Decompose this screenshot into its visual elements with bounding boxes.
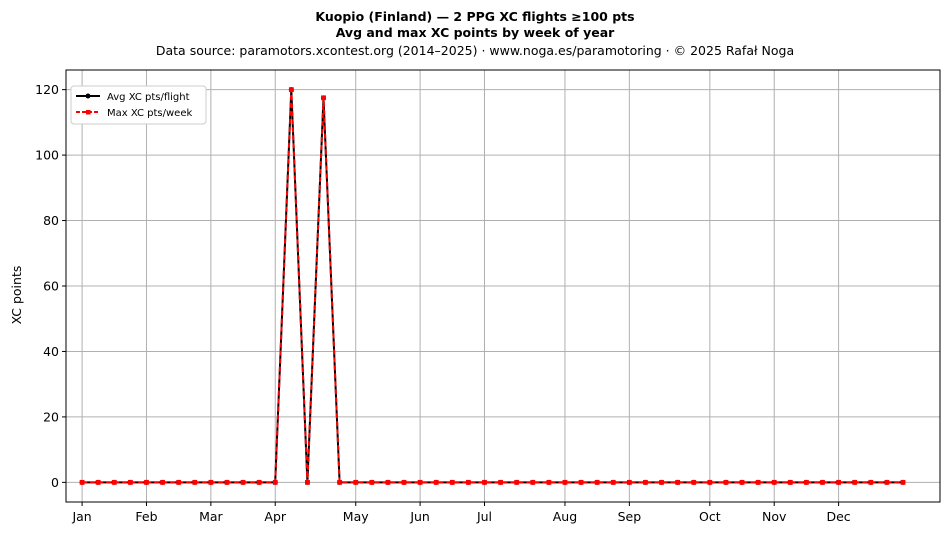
series-1-point (675, 479, 681, 485)
y-axis-label: XC points (9, 266, 24, 325)
x-tick-label-sep: Sep (618, 509, 642, 524)
series-1-point (385, 479, 391, 485)
chart-subtitle: Data source: paramotors.xcontest.org (20… (156, 43, 794, 58)
y-tick-label: 20 (43, 409, 59, 424)
series-1-point (643, 479, 648, 485)
series-1-point (900, 479, 906, 485)
x-tick-label-nov: Nov (762, 509, 787, 524)
series-1-point (224, 479, 230, 485)
series-1-point (755, 479, 761, 485)
series-1-point (562, 479, 568, 485)
series-1-point (401, 479, 407, 485)
x-tick-label-apr: Apr (264, 509, 286, 524)
series-1-point (514, 479, 520, 485)
chart-title-line1: Kuopio (Finland) — 2 PPG XC flights ≥100… (315, 9, 634, 24)
y-tick-label: 0 (51, 475, 59, 490)
series-1-point (836, 479, 841, 485)
legend-avg-marker-icon (85, 93, 91, 99)
series-1-point (208, 479, 214, 485)
series-1-point (321, 95, 326, 101)
x-tick-label-may: May (343, 509, 369, 524)
series-1-point (482, 479, 487, 485)
legend-box (70, 85, 207, 125)
series-1-point (884, 479, 890, 485)
series-1-point (691, 479, 697, 485)
series-1-point (868, 479, 874, 485)
series-1-point (804, 479, 809, 485)
series-1-point (417, 479, 423, 485)
x-tick-label-aug: Aug (553, 509, 577, 524)
legend: Avg XC pts/flight Max XC pts/week (70, 85, 207, 125)
y-tick-label: 40 (43, 344, 59, 359)
series-1-point (240, 479, 246, 485)
series-1-point (79, 479, 85, 485)
series-1-point (337, 479, 343, 485)
y-tick-label: 100 (35, 148, 59, 163)
series-1-point (192, 479, 198, 485)
series-1-point (707, 479, 713, 485)
x-tick-label-dec: Dec (826, 509, 850, 524)
series-1-point (610, 479, 616, 485)
series-1-point (578, 479, 584, 485)
series-1-point (369, 479, 375, 485)
series-1-point (353, 479, 359, 485)
x-tick-label-mar: Mar (199, 509, 223, 524)
series-1-point (626, 479, 632, 485)
series-1-point (144, 479, 149, 485)
series-1-point (176, 479, 182, 485)
series-1-point (288, 87, 294, 93)
x-tick-label-jun: Jun (409, 509, 430, 524)
series-1-point (546, 479, 552, 485)
series-1-point (127, 479, 133, 485)
series-1-point (160, 479, 165, 485)
series-layer (79, 87, 906, 485)
series-1-point (95, 479, 101, 485)
legend-avg-label: Avg XC pts/flight (107, 92, 190, 103)
chart-title-line2: Avg and max XC points by week of year (336, 25, 615, 40)
x-tick-label-feb: Feb (135, 509, 157, 524)
series-1-point (771, 479, 777, 485)
series-1-point (787, 479, 793, 485)
series-1-point (498, 479, 503, 485)
series-1-point (530, 479, 536, 485)
series-1-point (594, 479, 600, 485)
series-1-point (256, 479, 262, 485)
series-1-point (305, 479, 310, 485)
series-1-point (659, 479, 664, 485)
legend-max-marker-icon (86, 110, 91, 115)
legend-max-label: Max XC pts/week (107, 108, 192, 119)
legend-item-max: Max XC pts/week (76, 108, 192, 119)
series-line-1 (82, 89, 903, 484)
y-tick-label: 60 (43, 279, 59, 294)
axis-layer: 0 20 40 60 80 100 120 Jan Feb Mar Apr May Jun Jul Aug S… (35, 82, 851, 524)
y-tick-label: 120 (35, 82, 59, 97)
x-tick-label-jan: Jan (71, 509, 91, 524)
x-tick-label-jul: Jul (476, 509, 492, 524)
series-1-point (465, 479, 471, 485)
series-1-point (820, 479, 825, 485)
legend-item-avg: Avg XC pts/flight (76, 92, 190, 103)
series-1-point (272, 479, 278, 485)
series-1-point (723, 479, 729, 485)
x-tick-label-oct: Oct (699, 509, 721, 524)
series-1-point (111, 479, 117, 485)
series-1-point (433, 479, 439, 485)
y-tick-label: 80 (43, 213, 59, 228)
series-1-point (852, 479, 858, 485)
grid-layer (66, 70, 940, 502)
series-1-point (739, 479, 745, 485)
series-1-point (449, 479, 455, 485)
